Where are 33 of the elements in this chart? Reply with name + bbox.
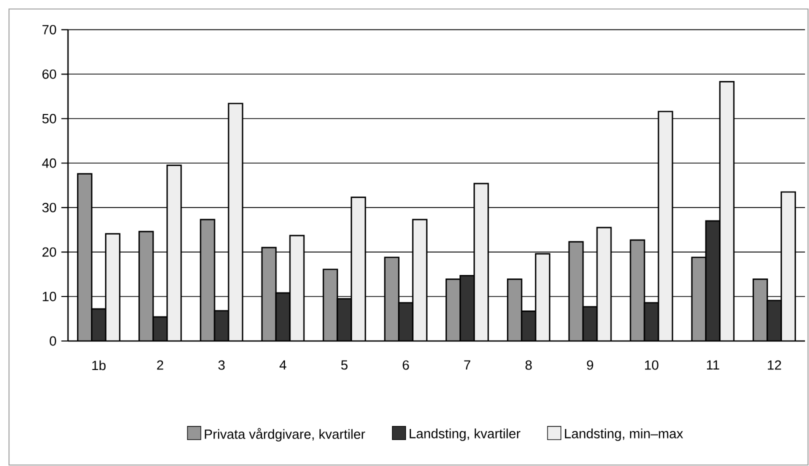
x-tick-label: 7: [464, 360, 470, 370]
x-tick-label: 11: [706, 360, 720, 370]
bar: [262, 248, 276, 341]
x-tick-label: 3: [218, 360, 225, 370]
legend-label: Landsting, min–max: [564, 428, 684, 441]
y-tick-label: 10: [42, 292, 56, 302]
y-tick-label: 30: [42, 202, 56, 212]
y-tick-label: 60: [42, 69, 56, 79]
y-tick-label: 20: [42, 247, 56, 257]
y-tick-label: 40: [42, 158, 56, 168]
x-tick-label: 2: [157, 360, 164, 370]
x-tick-label: 10: [645, 360, 658, 370]
y-tick-label: 0: [50, 336, 56, 346]
x-tick-label: 9: [586, 360, 594, 370]
bar: [597, 228, 612, 341]
bar: [276, 292, 290, 341]
y-tick-label: 50: [42, 114, 56, 124]
legend-label: Landsting, kvartiler: [410, 428, 520, 441]
x-tick-label: 12: [768, 360, 782, 370]
x-tick-label: 1b: [92, 360, 106, 370]
bar: [228, 104, 243, 341]
legend-label: Privata vårdgivare, kvartiler: [204, 428, 366, 442]
bar: [290, 236, 304, 341]
y-tick-label: 70: [42, 24, 56, 34]
bar: [630, 240, 644, 341]
bar: [200, 220, 215, 341]
bar: [658, 112, 672, 341]
bar: [569, 242, 584, 341]
x-tick-label: 4: [280, 360, 286, 370]
x-tick-label: 5: [341, 360, 348, 370]
x-tick-label: 8: [526, 360, 532, 370]
bar: [644, 302, 658, 341]
x-tick-label: 6: [402, 360, 409, 370]
